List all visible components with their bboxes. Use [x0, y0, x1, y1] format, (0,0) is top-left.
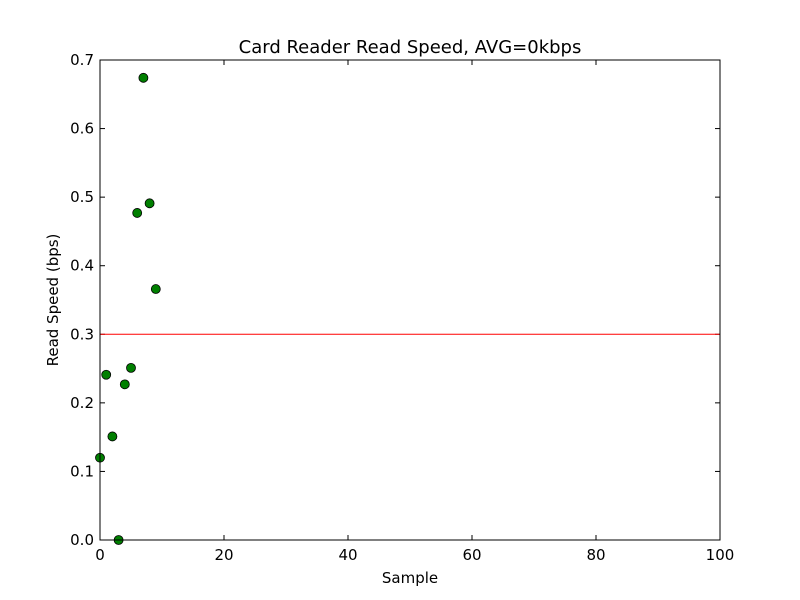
y-tick-label: 0.2: [70, 394, 94, 412]
y-tick-label: 0.1: [70, 462, 94, 480]
x-tick-label: 100: [706, 546, 735, 564]
y-tick-label: 0.4: [70, 257, 94, 275]
y-tick-label: 0.5: [70, 188, 94, 206]
plot-frame: [99, 59, 721, 541]
y-axis-title: Read Speed (bps): [44, 234, 62, 367]
data-point: [132, 208, 143, 218]
y-tick-label: 0.7: [70, 51, 94, 69]
data-point: [126, 362, 136, 373]
data-point: [101, 369, 112, 380]
plot-area: [100, 60, 720, 540]
y-tick-label: 0.6: [70, 120, 94, 138]
x-tick-label: 60: [462, 546, 481, 564]
x-tick-label: 80: [586, 546, 605, 564]
y-tick-label: 0.3: [70, 325, 94, 343]
x-tick-label: 40: [338, 546, 357, 564]
x-tick-label: 0: [95, 546, 105, 564]
x-axis-title: Sample: [382, 569, 438, 587]
x-tick-label: 20: [214, 546, 233, 564]
data-point: [119, 379, 130, 390]
data-point: [138, 72, 149, 83]
data-point: [150, 284, 161, 294]
tick-labels-layer: 0 20 40 60 80 100 0.0 0.1 0.2 0.3 0.4 0.5 0.6 0.7: [70, 51, 734, 564]
data-point: [107, 431, 118, 442]
chart-title: Card Reader Read Speed, AVG=0kbps: [239, 37, 582, 58]
data-point: [144, 198, 155, 209]
y-tick-label: 0.0: [70, 531, 94, 549]
